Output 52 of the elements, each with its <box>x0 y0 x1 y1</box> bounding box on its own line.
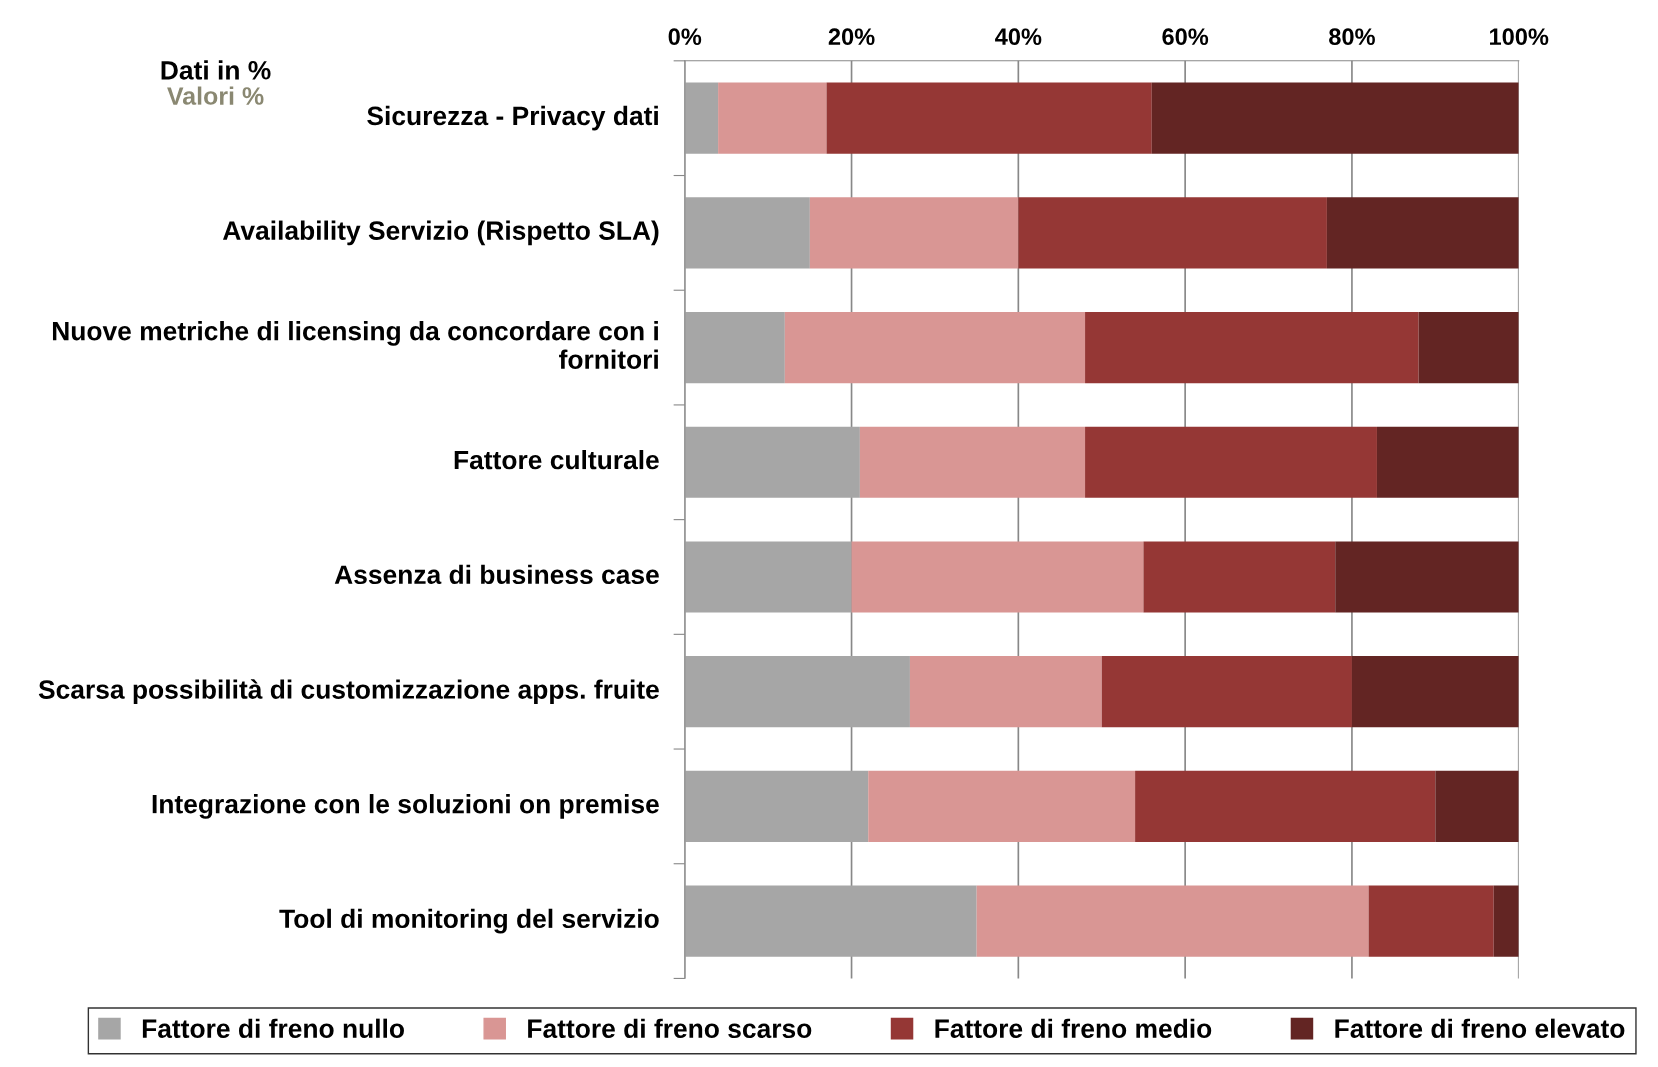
bar <box>1435 770 1519 842</box>
y-tick-label: Nuove metriche di licensing da concordare con i fornitori <box>52 321 658 369</box>
x-tick-label: 100% <box>1490 28 1549 46</box>
bar <box>684 885 977 957</box>
bar <box>684 197 810 269</box>
bar <box>1376 426 1519 498</box>
bar <box>1326 197 1519 269</box>
bar <box>684 541 852 613</box>
bar <box>684 426 860 498</box>
x-tick-label: 80% <box>1329 28 1375 46</box>
y-tick-label: Assenza di business case <box>334 564 659 585</box>
y-tick-label: Integrazione con le soluzioni on premise <box>152 794 659 819</box>
bar <box>976 885 1369 957</box>
bar <box>1151 82 1519 154</box>
bar <box>784 312 1086 384</box>
bar <box>1085 312 1419 384</box>
text: Valori % <box>167 86 264 105</box>
bar <box>684 656 910 728</box>
bar <box>1351 656 1519 728</box>
x-tick-label: 0% <box>668 28 702 46</box>
x-tick-label: 40% <box>995 28 1042 46</box>
bar <box>909 656 1102 728</box>
y-tick-label: Fattore culturale <box>454 449 659 470</box>
x-tick-label: 60% <box>1162 28 1209 46</box>
bar <box>1493 885 1519 957</box>
y-tick-label: Sicurezza - Privacy dati <box>367 105 658 131</box>
x-tick-label: 20% <box>828 28 875 46</box>
bar <box>1335 541 1519 613</box>
bar <box>1101 656 1352 728</box>
bar <box>684 82 719 154</box>
bar <box>1418 312 1519 384</box>
legend-label: Fattore di freno elevato <box>1335 1018 1625 1039</box>
bar <box>809 197 1019 269</box>
bar <box>684 312 785 384</box>
y-tick-label: Scarsa possibilità di customizzazione apps. fruite <box>38 679 659 705</box>
bar <box>868 770 1136 842</box>
bar <box>1143 541 1336 613</box>
legend-label: Fattore di freno scarso <box>528 1018 812 1039</box>
bar <box>1368 885 1494 957</box>
legend-label: Fattore di freno medio <box>935 1018 1212 1039</box>
text: Dati in % <box>161 60 271 80</box>
bar <box>851 541 1144 613</box>
bar <box>1018 197 1327 269</box>
bar <box>1085 426 1377 498</box>
y-tick-label: Availability Servizio (Rispetto SLA) <box>222 220 659 246</box>
bar <box>684 770 869 842</box>
legend-label: Fattore di freno nullo <box>142 1018 404 1039</box>
bar <box>718 82 827 154</box>
bar <box>826 82 1152 154</box>
y-tick-label: Tool di monitoring del servizio <box>279 908 659 934</box>
bar <box>1135 770 1436 842</box>
bar <box>859 426 1086 498</box>
